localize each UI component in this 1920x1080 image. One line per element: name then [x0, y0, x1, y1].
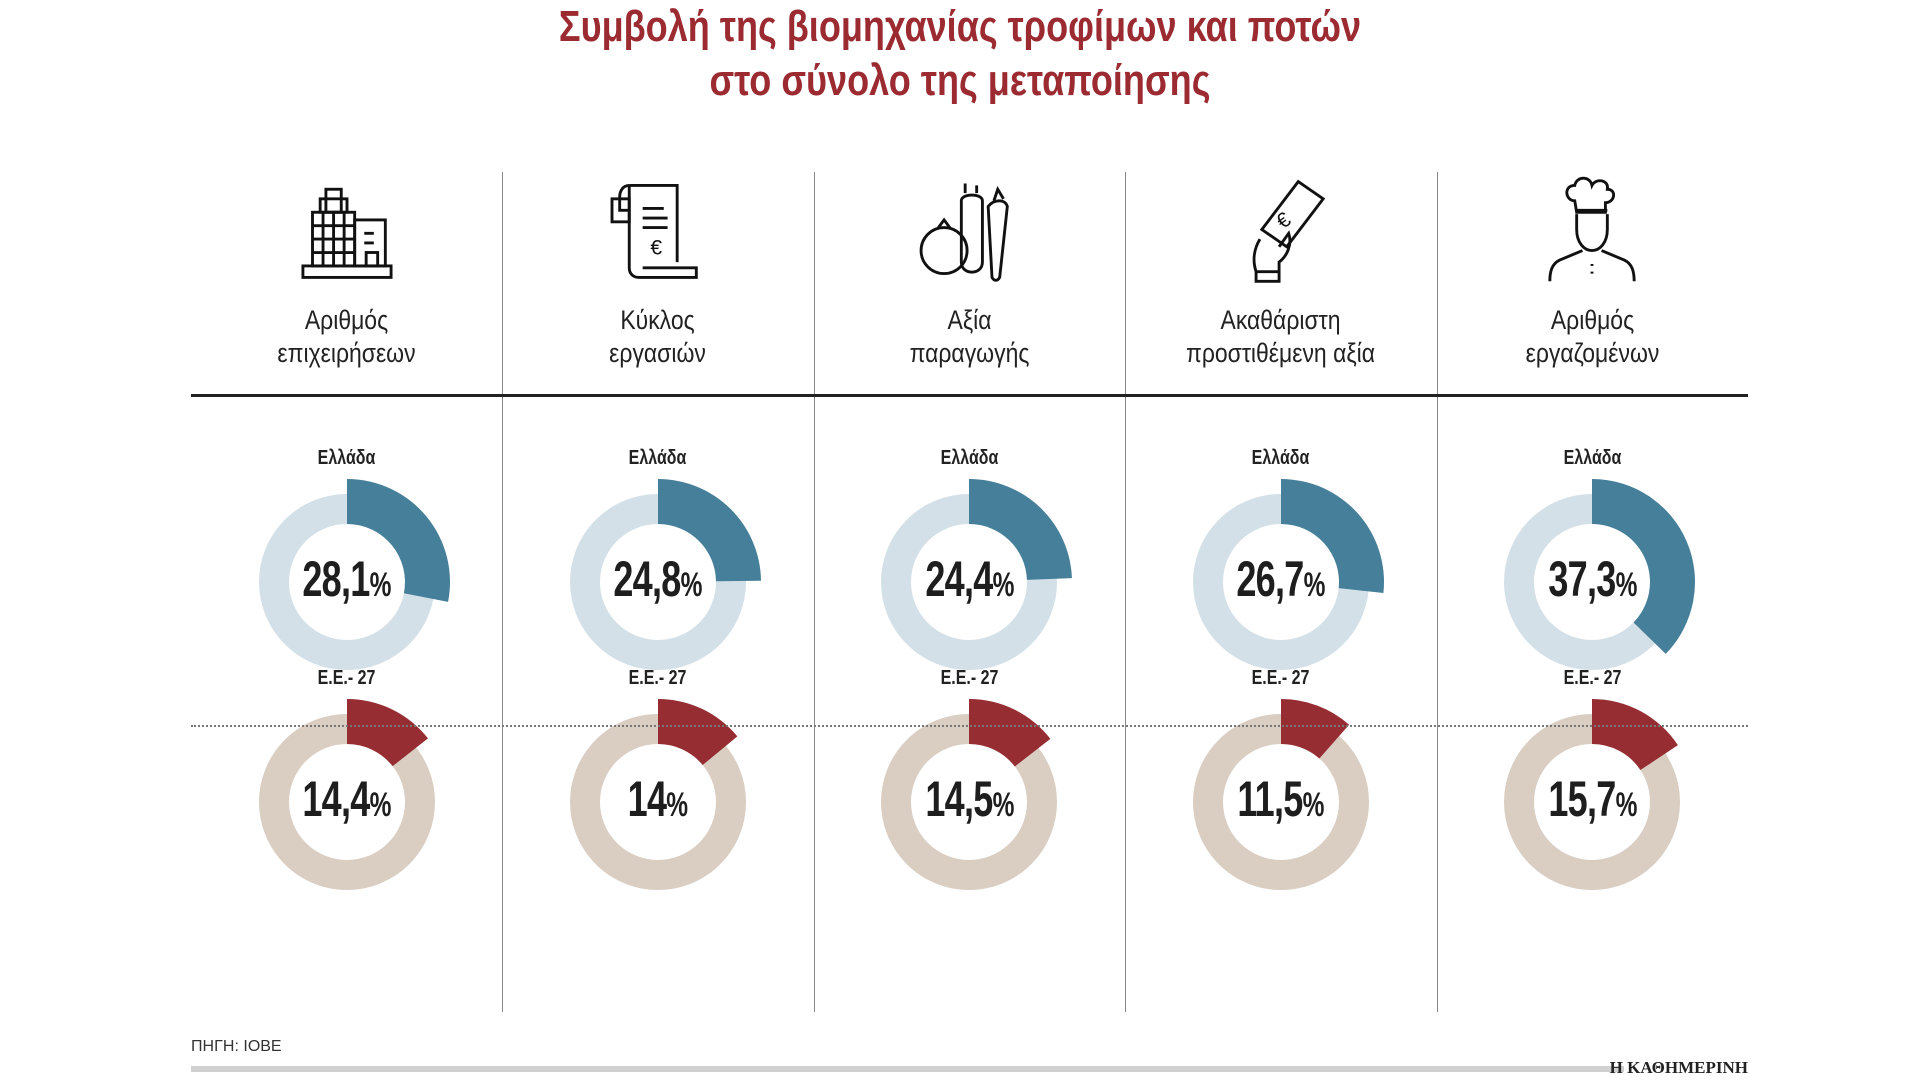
series-label: Ε.Ε.- 27: [1563, 667, 1621, 689]
category-label: Αριθμός επιχειρήσεων: [214, 304, 478, 370]
column-divider: [1436, 172, 1438, 1012]
donut-slice: [657, 479, 761, 582]
donut-slice: [969, 479, 1073, 580]
source-note: ΠΗΓΗ: ΙΟΒΕ: [191, 1038, 282, 1055]
percent-sign: %: [992, 566, 1014, 604]
series-label: Ελλάδα: [940, 447, 999, 469]
vegetables-icon: [919, 183, 1010, 282]
title-line-2: στο σύνολο της μεταποίησης: [709, 56, 1211, 105]
value-number: 37,3: [1547, 551, 1616, 607]
donut-slice: [657, 699, 738, 766]
chef-icon: [1548, 176, 1636, 282]
value-number: 15,7: [1547, 771, 1616, 827]
donut-chart: [1192, 479, 1384, 670]
series-label: Ε.Ε.- 27: [940, 667, 999, 689]
footer-bar: [191, 1066, 1624, 1072]
value-number: 24,8: [613, 551, 682, 607]
category-label: Κύκλος εργασιών: [526, 304, 790, 370]
category-label-line: Αξία: [947, 305, 992, 335]
donut-slice: [346, 699, 428, 767]
title-line-1: Συμβολή της βιομηχανίας τροφίμων και ποτ…: [558, 2, 1362, 51]
category-label-line: προστιθέμενη αξία: [1186, 338, 1376, 368]
series-label: Ελλάδα: [317, 447, 376, 469]
series-label: Ελλάδα: [1563, 447, 1621, 469]
value-label: 26,7%: [1169, 550, 1393, 608]
donut-chart: [1192, 699, 1369, 890]
category-label: Αριθμός εργαζομένων: [1460, 304, 1724, 370]
svg-text:€: €: [650, 236, 662, 259]
donut-chart: [569, 699, 746, 890]
value-label: 24,8%: [546, 550, 770, 608]
series-label: Ε.Ε.- 27: [628, 667, 687, 689]
percent-sign: %: [1615, 786, 1637, 824]
brand-logo: Η ΚΑΘΗΜΕΡΙΝΗ: [1609, 1058, 1748, 1077]
column-divider: [1125, 172, 1127, 1012]
value-number: 14: [628, 771, 667, 827]
row-separator: [191, 725, 1748, 727]
series-label: Ελλάδα: [629, 447, 687, 469]
donut-slice: [1280, 699, 1349, 759]
category-column: Αριθμός εργαζομένων Ελλάδα 37,3% Ε.Ε.- 27 1…: [1437, 172, 1748, 1012]
building-icon: [300, 187, 393, 279]
category-label-line: Ακαθάριστη: [1220, 305, 1341, 335]
donut-slice: [969, 699, 1051, 767]
percent-sign: %: [992, 786, 1014, 824]
donut-chart: [881, 699, 1058, 890]
donut-chart: [258, 479, 450, 670]
series-label: Ε.Ε.- 27: [317, 667, 376, 689]
donut-slice: [1592, 479, 1696, 654]
value-label: 14,5%: [857, 770, 1081, 828]
column-divider: [502, 172, 504, 1012]
column-divider: [813, 172, 815, 1012]
category-label-line: εργασιών: [609, 338, 707, 368]
category-column: Αξία παραγωγής Ελλάδα 24,4% Ε.Ε.- 27 14,5%: [814, 172, 1125, 1012]
donut-chart: [569, 479, 761, 670]
category-label-line: επιχειρήσεων: [277, 338, 416, 368]
category-column: € Κύκλος εργασιών Ελλάδα 24,8% Ε.Ε.- 27 14%: [502, 172, 813, 1012]
percent-sign: %: [1303, 566, 1326, 604]
donut-chart: [258, 699, 435, 890]
category-label-line: παραγωγής: [909, 338, 1030, 368]
category-label-line: εργαζομένων: [1525, 338, 1659, 368]
value-number: 24,4: [925, 551, 993, 607]
category-label-line: Κύκλος: [620, 305, 696, 335]
value-number: 14,5: [925, 771, 993, 827]
category-label: Ακαθάριστη προστιθέμενη αξία: [1149, 304, 1413, 370]
value-label: 14,4%: [235, 770, 459, 828]
category-column: € Ακαθάριστη προστιθέμενη αξία Ελλάδα 26,7…: [1125, 172, 1436, 1012]
category-label-line: Αριθμός: [304, 305, 389, 335]
value-number: 14,4: [302, 771, 370, 827]
value-label: 15,7%: [1480, 770, 1704, 828]
percent-sign: %: [1615, 566, 1637, 604]
hand-banknote-icon: €: [1252, 179, 1325, 283]
donut-chart: [881, 479, 1073, 670]
donut-chart: [1504, 479, 1696, 670]
percent-sign: %: [680, 566, 703, 604]
category-column: Αριθμός επιχειρήσεων Ελλάδα 28,1% Ε.Ε.- 27 …: [191, 172, 502, 1012]
percent-sign: %: [666, 786, 689, 824]
header-rule: [191, 394, 1748, 397]
series-label: Ε.Ε.- 27: [1251, 667, 1310, 689]
value-label: 28,1%: [235, 550, 459, 608]
value-number: 11,5: [1237, 771, 1304, 827]
receipt-euro-icon: €: [610, 183, 698, 279]
category-label-line: Αριθμός: [1550, 305, 1634, 335]
value-label: 24,4%: [857, 550, 1081, 608]
percent-sign: %: [369, 786, 392, 824]
series-label: Ελλάδα: [1251, 447, 1310, 469]
value-number: 26,7: [1236, 551, 1305, 607]
value-label: 37,3%: [1480, 550, 1704, 608]
donut-slice: [346, 479, 450, 602]
chart-title: Συμβολή της βιομηχανίας τροφίμων και ποτ…: [173, 0, 1747, 108]
value-label: 14%: [546, 770, 770, 828]
donut-slice: [1592, 699, 1679, 771]
percent-sign: %: [1302, 786, 1325, 824]
percent-sign: %: [369, 566, 392, 604]
svg-text:€: €: [1272, 208, 1295, 234]
donut-chart: [1504, 699, 1681, 890]
category-label: Αξία παραγωγής: [837, 304, 1101, 370]
value-number: 28,1: [302, 551, 370, 607]
value-label: 11,5%: [1169, 770, 1393, 828]
donut-slice: [1280, 479, 1384, 593]
